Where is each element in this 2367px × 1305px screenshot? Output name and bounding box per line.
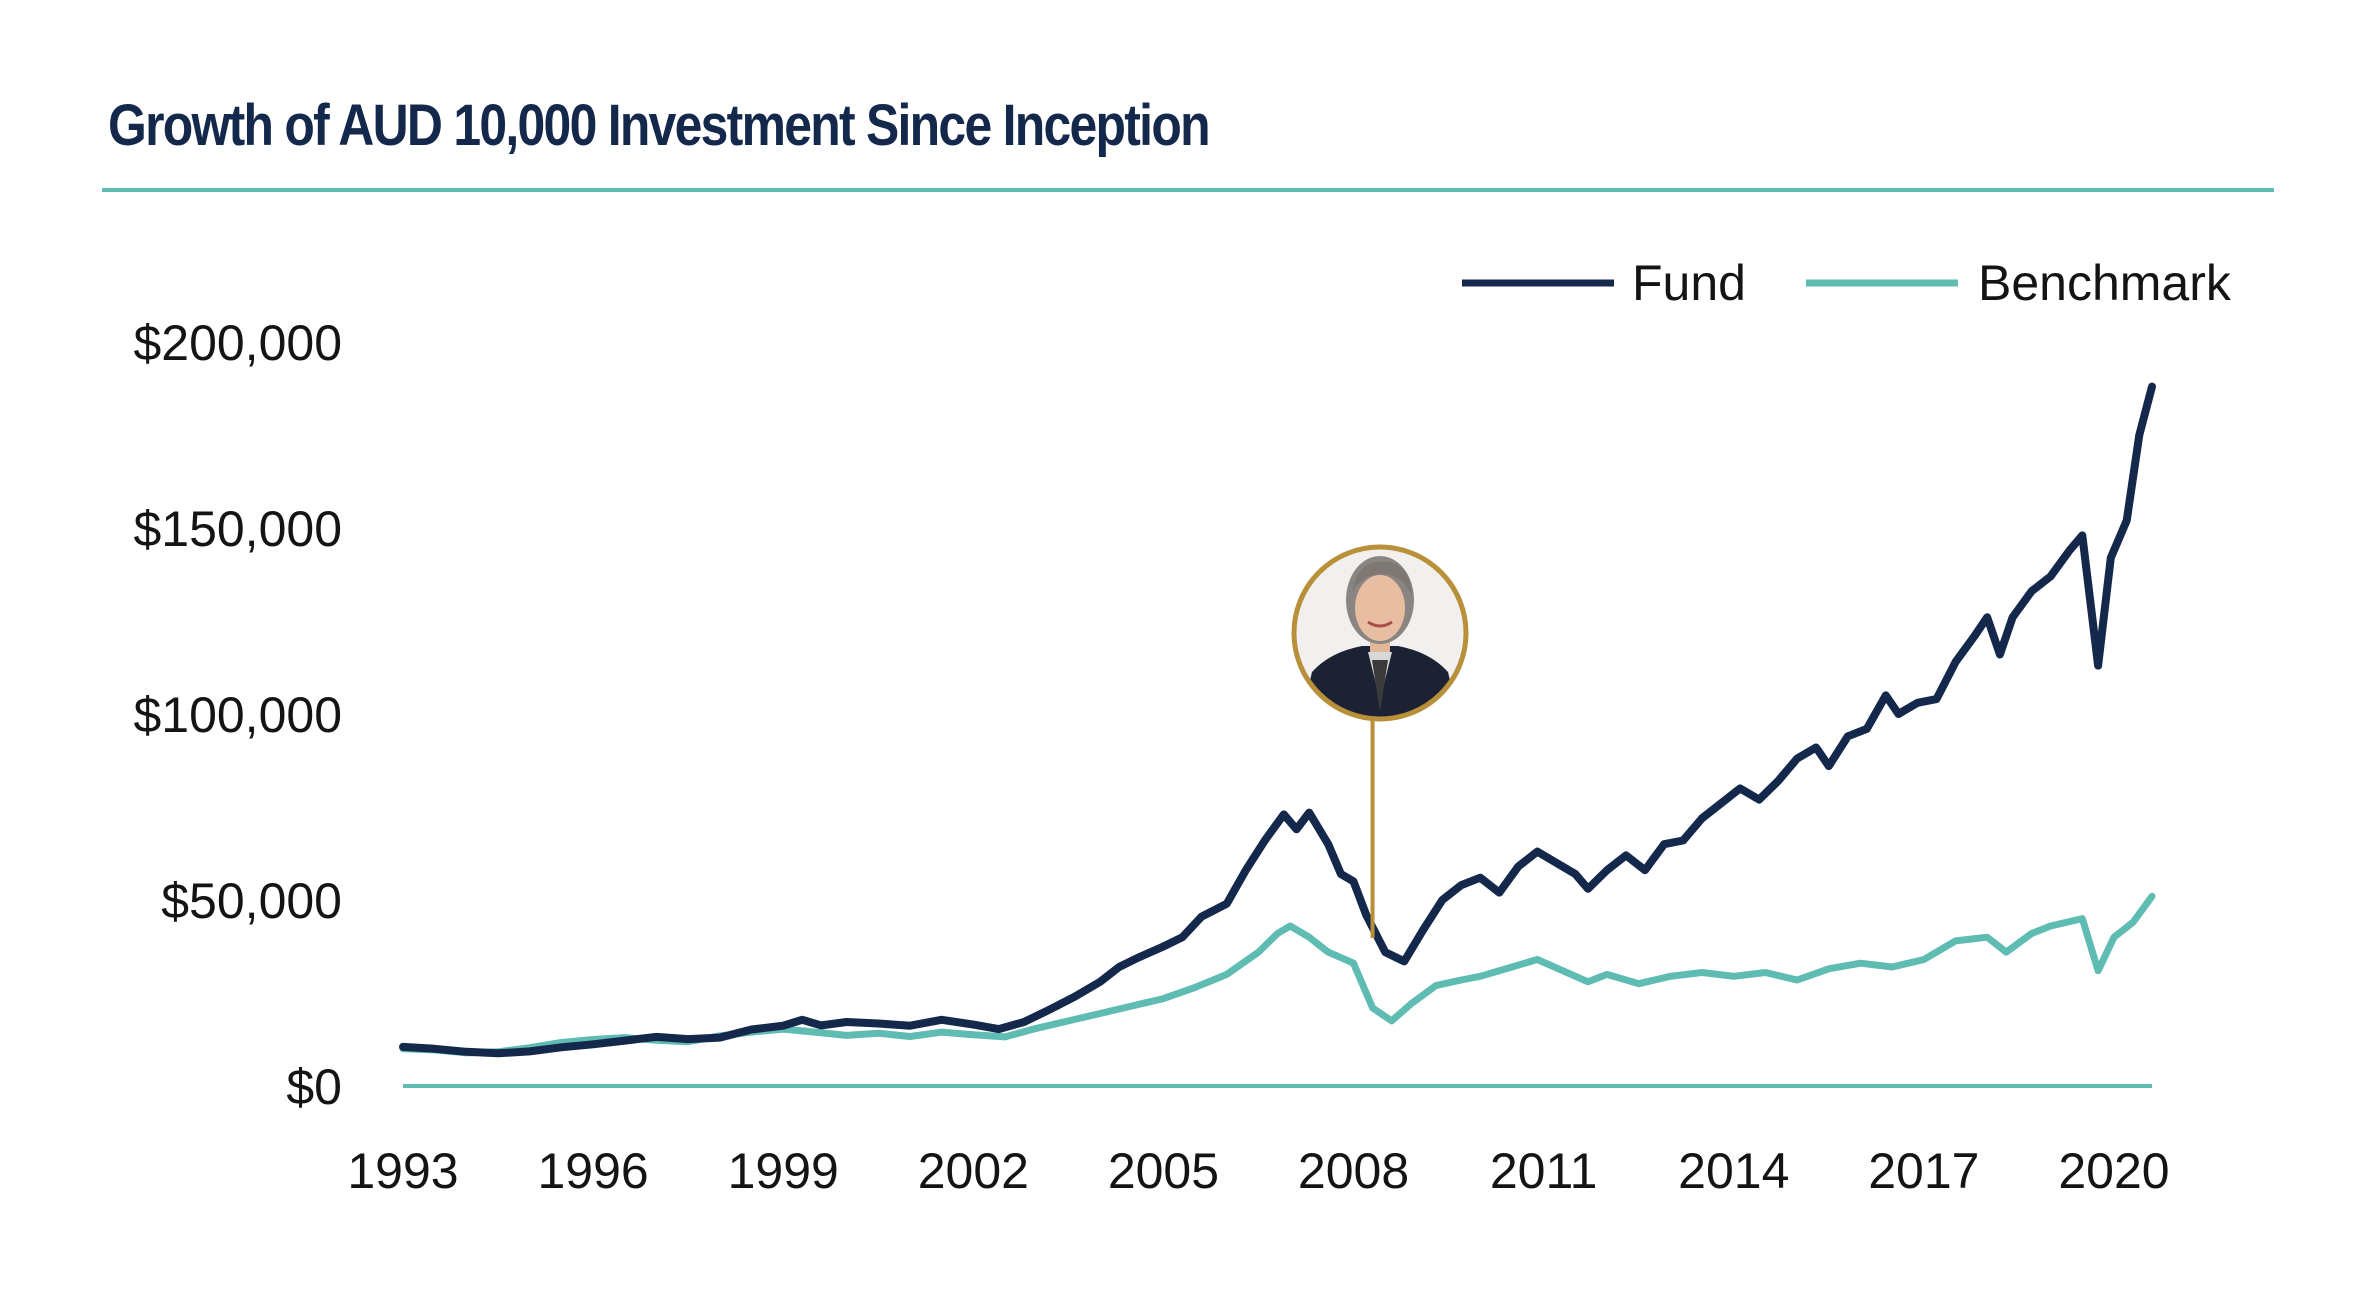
- legend-label-fund: Fund: [1632, 255, 1746, 311]
- x-tick-label: 1993: [347, 1143, 458, 1199]
- series-line-benchmark: [399, 892, 2156, 1057]
- x-tick-label: 2017: [1868, 1143, 1979, 1199]
- series-line-fund: [399, 382, 2156, 1058]
- marker-ring: [1291, 544, 1469, 722]
- x-tick-label: 2008: [1298, 1143, 1409, 1199]
- chart-title: Growth of AUD 10,000 Investment Since In…: [108, 93, 1211, 158]
- event-marker: [1291, 544, 1469, 938]
- portrait-photo-icon: [1294, 547, 1466, 719]
- y-tick-label: $150,000: [133, 501, 342, 557]
- y-axis-ticks: $0 $50,000 $100,000 $150,000 $200,000: [133, 315, 342, 1115]
- y-tick-label: $200,000: [133, 315, 342, 371]
- x-tick-label: 1999: [728, 1143, 839, 1199]
- legend: Fund Benchmark: [1462, 255, 2232, 311]
- title-underline: [102, 188, 2274, 192]
- y-tick-label: $0: [286, 1059, 342, 1115]
- x-tick-label: 1996: [537, 1143, 648, 1199]
- legend-label-benchmark: Benchmark: [1978, 255, 2232, 311]
- y-tick-label: $50,000: [161, 873, 342, 929]
- x-axis-ticks: 1993 1996 1999 2002 2005 2008 2011 2014 2017 2020: [347, 1143, 2169, 1199]
- x-tick-label: 2014: [1678, 1143, 1789, 1199]
- x-tick-label: 2002: [918, 1143, 1029, 1199]
- x-tick-label: 2005: [1108, 1143, 1219, 1199]
- x-tick-label: 2020: [2058, 1143, 2169, 1199]
- y-tick-label: $100,000: [133, 687, 342, 743]
- x-tick-label: 2011: [1490, 1143, 1598, 1199]
